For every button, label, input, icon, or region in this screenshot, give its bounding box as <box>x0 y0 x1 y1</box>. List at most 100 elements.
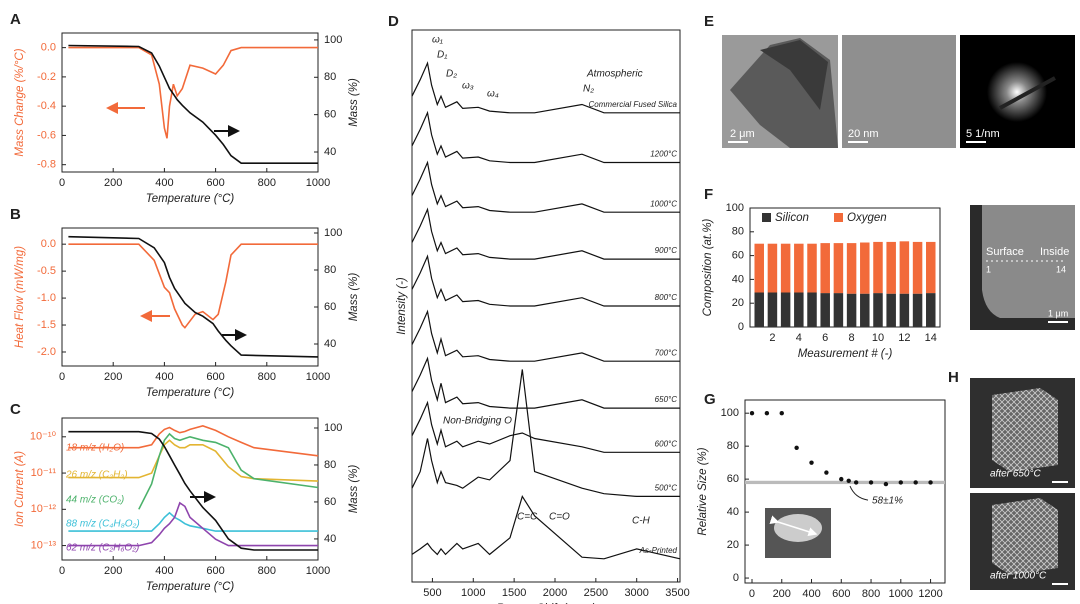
line-series <box>411 110 680 164</box>
series-label: Commercial Fused Silica <box>589 100 678 109</box>
annotation: Non-Bridging O <box>443 416 512 427</box>
annotation: ω₁ <box>432 35 443 46</box>
x-axis-label: Temperature (°C) <box>146 387 235 399</box>
legend-entry: 62 m/z (C₂H₆O₂) <box>66 543 139 554</box>
line-series <box>68 501 318 547</box>
bar-segment <box>912 241 923 294</box>
y-tick-label: -0.2 <box>37 71 56 83</box>
bar-segment <box>926 293 936 327</box>
hrtem-image <box>842 35 956 148</box>
scale-label: 5 1/nm <box>966 128 1000 140</box>
line-series <box>411 309 680 362</box>
bar-segment <box>794 292 804 327</box>
annotation: C=C <box>517 512 538 523</box>
x-tick-label: 600 <box>206 177 224 189</box>
point <box>839 476 844 482</box>
y2-tick-label: 80 <box>324 71 336 83</box>
y2-tick-label: 60 <box>324 109 336 121</box>
annotation: Atmospheric <box>586 69 643 80</box>
x-tick-label: 1000 <box>306 565 330 577</box>
y-tick-label: 60 <box>727 473 739 485</box>
bar-segment <box>780 292 791 327</box>
image-label: Inside <box>1040 246 1069 258</box>
y-tick-label: 10⁻¹³ <box>31 539 57 551</box>
bar-segment <box>860 242 870 294</box>
point <box>809 460 814 465</box>
bar-segment <box>846 293 857 327</box>
image-label: Surface <box>986 246 1024 258</box>
legend-swatch <box>834 213 843 222</box>
panel-letter: C <box>10 401 21 418</box>
plot-frame <box>749 207 941 328</box>
y-tick-label: 0 <box>738 321 744 333</box>
x-tick-label: 1000 <box>461 587 485 599</box>
legend-entry: 18 m/z (H₂O) <box>66 443 124 454</box>
y-tick-label: 10⁻¹² <box>31 503 57 515</box>
panel-letter: D <box>388 13 399 30</box>
x-tick-label: 800 <box>258 565 276 577</box>
x-tick-label: 14 <box>925 332 937 344</box>
series-label: 700°C <box>655 348 678 357</box>
x-axis-label: Measurement # (-) <box>798 348 893 360</box>
x-tick-label: 600 <box>206 371 224 383</box>
annotation: ω₃ <box>462 81 474 92</box>
y2-tick-label: 100 <box>324 422 342 434</box>
y-axis-label: Mass Change (%/°C) <box>14 48 26 156</box>
scale-label: 20 nm <box>848 128 879 140</box>
x-tick-label: 600 <box>832 588 850 600</box>
y2-tick-label: 80 <box>324 459 336 471</box>
x-tick-label: 10 <box>872 332 884 344</box>
panel-letter: H <box>948 369 959 386</box>
y2-axis-label: Mass (%) <box>348 273 360 322</box>
series-label: 600°C <box>655 439 678 448</box>
x-tick-label: 1200 <box>918 588 942 600</box>
y-tick-label: -0.6 <box>37 129 56 141</box>
bar-segment <box>807 243 817 293</box>
x-tick-label: 500 <box>423 587 441 599</box>
point <box>853 480 859 485</box>
x-tick-label: 4 <box>796 332 802 344</box>
line-series <box>68 439 319 482</box>
x-tick-label: 400 <box>155 565 173 577</box>
y-tick-label: -2.0 <box>37 346 56 358</box>
bar-segment <box>807 292 817 327</box>
panel-letter: E <box>704 13 714 30</box>
line-series <box>68 235 319 358</box>
point <box>779 410 784 416</box>
lattice <box>992 388 1058 472</box>
point <box>868 480 874 485</box>
line-series <box>411 160 680 213</box>
y-tick-label: 100 <box>726 202 744 214</box>
series-label: 650°C <box>655 395 678 404</box>
image-label: after 1000°C <box>990 571 1047 582</box>
bar-segment <box>820 243 830 294</box>
line-series <box>411 400 680 453</box>
image-label: 1 <box>986 264 991 274</box>
legend-entry: Silicon <box>775 212 809 224</box>
y-tick-label: 80 <box>732 226 744 238</box>
y-axis-label: Intensity (-) <box>396 277 408 335</box>
bar-segment <box>794 243 804 293</box>
y-tick-label: 20 <box>732 297 744 309</box>
legend-swatch <box>762 213 771 222</box>
x-tick-label: 0 <box>59 565 65 577</box>
x-tick-label: 0 <box>749 588 755 600</box>
legend-entry: 44 m/z (CO₂) <box>66 495 124 506</box>
y2-tick-label: 100 <box>324 227 342 239</box>
y-tick-label: -0.4 <box>37 100 56 112</box>
y-tick-label: 0.0 <box>41 42 56 54</box>
line-series <box>411 356 680 409</box>
x-tick-label: 200 <box>104 177 122 189</box>
x-tick-label: 400 <box>802 588 820 600</box>
y-tick-label: 80 <box>727 440 739 452</box>
y-tick-label: -0.8 <box>37 159 56 171</box>
y-tick-label: 20 <box>727 539 739 551</box>
y2-axis-label: Mass (%) <box>348 78 360 127</box>
bar-segment <box>886 293 896 327</box>
annotation-leader <box>849 485 869 501</box>
x-tick-label: 8 <box>849 332 855 344</box>
point <box>913 480 918 485</box>
panel-letter: B <box>10 206 21 223</box>
line-series <box>68 46 318 139</box>
